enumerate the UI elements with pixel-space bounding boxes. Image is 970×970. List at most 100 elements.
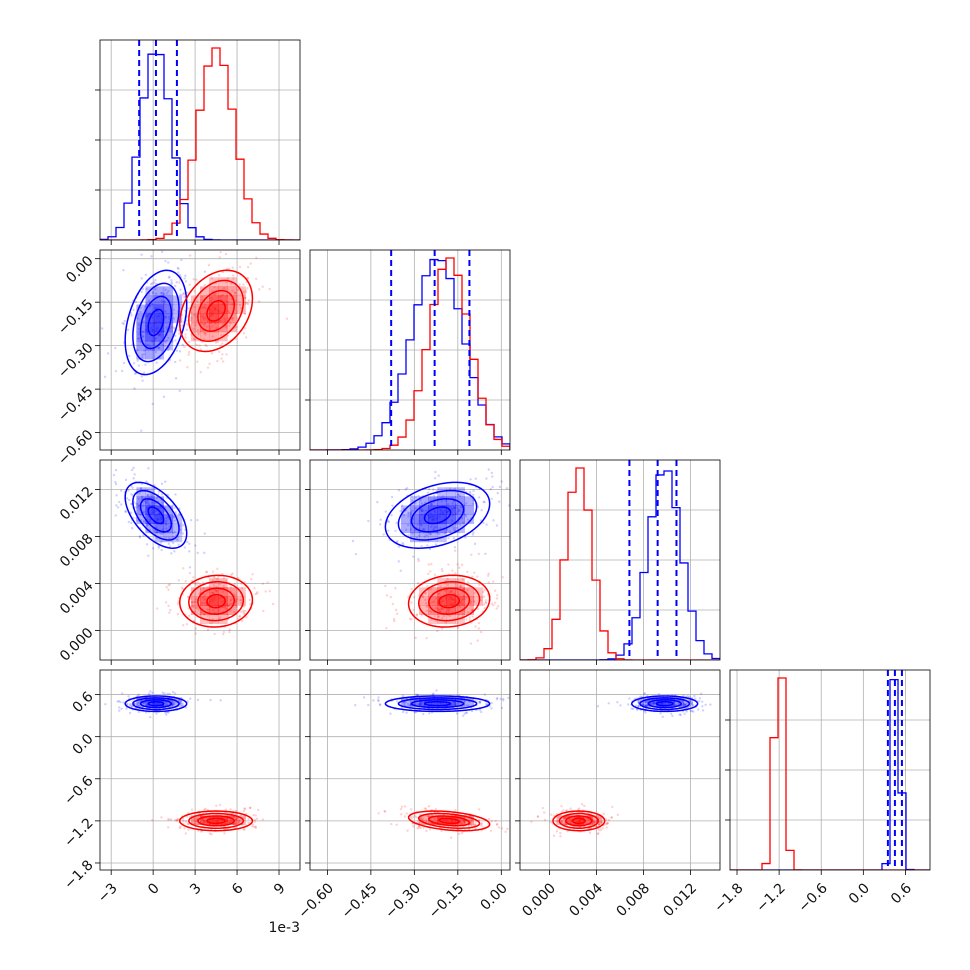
scatter-point (424, 592, 427, 595)
scatter-point (569, 807, 572, 810)
scatter-point (653, 702, 656, 706)
histogram-series-1 (520, 467, 720, 660)
scatter-point (428, 609, 431, 613)
scatter-point (489, 829, 493, 832)
scatter-point (200, 611, 204, 615)
scatter-point (205, 570, 209, 574)
scatter-point (196, 360, 199, 363)
scatter-point (490, 701, 493, 705)
scatter-point (421, 595, 425, 599)
scatter-point (119, 700, 122, 704)
density-cell (172, 304, 183, 315)
scatter-point (683, 703, 686, 706)
scatter-point (227, 301, 230, 304)
scatter-point (201, 581, 205, 585)
scatter-point (143, 349, 146, 352)
scatter-point (203, 613, 207, 616)
x-tick-label: 3 (187, 880, 205, 898)
scatter-point (483, 588, 486, 592)
scatter-point (208, 362, 211, 366)
density-cell (145, 295, 155, 305)
scatter-point (467, 824, 470, 828)
scatter-point (436, 615, 440, 618)
scatter-point (550, 813, 553, 816)
scatter-point (402, 543, 405, 546)
scatter-point (430, 503, 433, 506)
scatter-point (171, 541, 175, 545)
density-cell (419, 815, 429, 825)
scatter-point (171, 703, 175, 706)
scatter-point (226, 277, 230, 280)
scatter-point (453, 549, 457, 553)
scatter-point (131, 486, 134, 489)
scatter-point (203, 808, 206, 811)
scatter-point (543, 811, 546, 814)
scatter-point (206, 301, 209, 305)
scatter-point (133, 372, 137, 375)
scatter-point (685, 710, 689, 713)
scatter-point (164, 601, 168, 604)
scatter-point (600, 820, 604, 823)
scatter-point (167, 290, 170, 293)
scatter-point (372, 699, 375, 702)
scatter-point (130, 704, 133, 707)
scatter-point (489, 488, 492, 491)
density-cell (154, 523, 165, 534)
scatter-point (468, 616, 471, 619)
scatter-point (228, 630, 231, 634)
scatter-point (218, 256, 222, 259)
scatter-point (165, 339, 169, 342)
x-tick-label: −1.8 (711, 880, 746, 915)
scatter-point (407, 512, 410, 515)
scatter-point (701, 700, 704, 703)
histogram-series-0 (310, 258, 510, 450)
scatter-point (562, 817, 566, 821)
scatter-point (448, 614, 452, 618)
scatter-point (682, 694, 685, 697)
scatter-point (394, 529, 397, 532)
scatter-point (580, 803, 584, 806)
scatter-point (683, 703, 686, 707)
density-cell (236, 295, 246, 305)
scatter-point (253, 818, 257, 822)
density-cell (145, 322, 155, 333)
y-tick-label: 0.00 (63, 253, 96, 286)
scatter-point (597, 832, 600, 835)
density-cell (446, 614, 456, 625)
density-cell (455, 815, 465, 825)
panel-frame (99, 459, 301, 661)
density-cell (419, 514, 429, 525)
density-cell (446, 697, 456, 707)
scatter-point (453, 546, 457, 549)
density-cell (209, 295, 219, 305)
y-tick-label: −0.45 (55, 383, 97, 425)
y-tick-label: −0.60 (55, 427, 97, 469)
scatter-point (222, 584, 225, 588)
x-tick-label: −0.60 (295, 880, 337, 922)
scatter-point (498, 485, 502, 489)
scatter-point (473, 571, 476, 574)
scatter-point (243, 817, 246, 820)
scatter-point (607, 818, 611, 822)
density-cell (473, 587, 484, 597)
scatter-point (234, 291, 237, 295)
scatter-point (243, 327, 247, 330)
scatter-point (480, 823, 483, 826)
scatter-point (541, 806, 544, 810)
scatter-point (219, 333, 223, 337)
scatter-point (139, 310, 142, 314)
scatter-point (447, 563, 450, 566)
scatter-point (677, 702, 681, 706)
scatter-point (127, 354, 131, 358)
density-cell (437, 596, 447, 606)
scatter-point (428, 488, 431, 491)
scatter-point (430, 502, 434, 506)
scatter-point (144, 273, 148, 277)
scatter-point (211, 335, 214, 338)
scatter-point (136, 317, 139, 320)
density-cell (163, 331, 174, 342)
density-cell (200, 304, 210, 315)
scatter-point (423, 535, 427, 538)
scatter-point (132, 477, 135, 480)
scatter-point (464, 536, 467, 539)
